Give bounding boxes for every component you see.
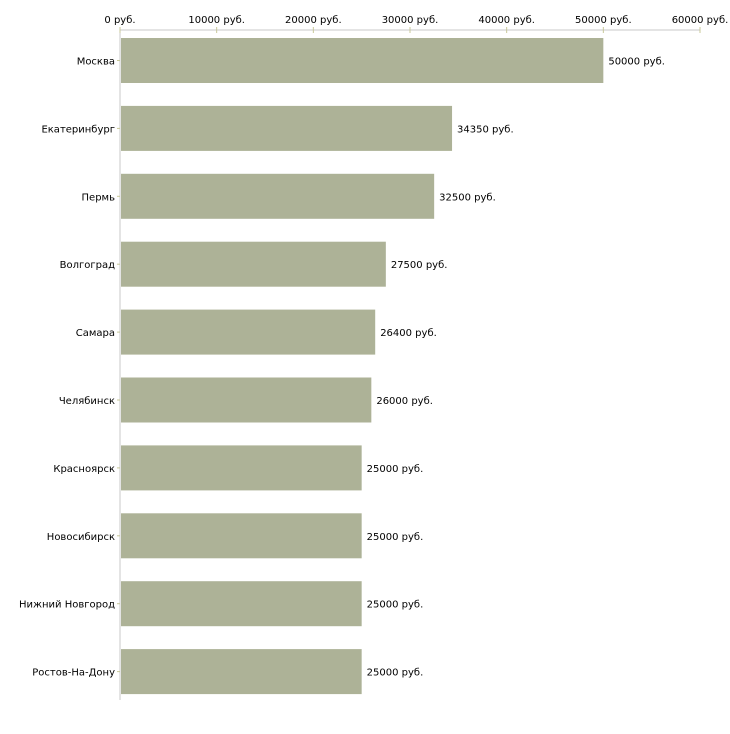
data-label: 25000 руб. — [367, 600, 424, 611]
data-label: 27500 руб. — [391, 260, 448, 271]
bar — [121, 649, 362, 695]
data-label: 25000 руб. — [367, 532, 424, 543]
category-label: Москва — [77, 57, 115, 68]
x-tick-label: 60000 руб. — [672, 15, 729, 26]
x-tick-label: 20000 руб. — [285, 15, 342, 26]
data-label: 34350 руб. — [457, 124, 514, 135]
bar — [121, 513, 362, 559]
category-label: Самара — [76, 328, 115, 339]
data-label: 32500 руб. — [439, 192, 496, 203]
x-tick-label: 10000 руб. — [188, 15, 245, 26]
data-label: 25000 руб. — [367, 668, 424, 679]
bar — [121, 445, 362, 491]
data-label: 26400 руб. — [380, 328, 437, 339]
bar — [121, 581, 362, 627]
bar — [121, 377, 372, 423]
data-label: 26000 руб. — [376, 396, 433, 407]
category-label: Красноярск — [53, 464, 115, 475]
category-label: Нижний Новгород — [19, 600, 115, 611]
x-tick-label: 40000 руб. — [478, 15, 535, 26]
bar — [121, 38, 604, 83]
x-tick-label: 50000 руб. — [575, 15, 632, 26]
category-label: Челябинск — [59, 396, 115, 407]
x-tick-label: 30000 руб. — [382, 15, 439, 26]
data-label: 25000 руб. — [367, 464, 424, 475]
category-label: Ростов-На-Дону — [32, 668, 115, 679]
category-label: Новосибирск — [47, 532, 115, 543]
bar — [121, 309, 376, 355]
x-tick-label: 0 руб. — [104, 15, 135, 26]
category-label: Екатеринбург — [41, 124, 115, 135]
category-label: Пермь — [82, 192, 116, 203]
data-label: 50000 руб. — [608, 57, 665, 68]
bar — [121, 241, 386, 287]
bar — [121, 173, 435, 219]
bar — [121, 105, 453, 151]
category-label: Волгоград — [60, 260, 115, 271]
